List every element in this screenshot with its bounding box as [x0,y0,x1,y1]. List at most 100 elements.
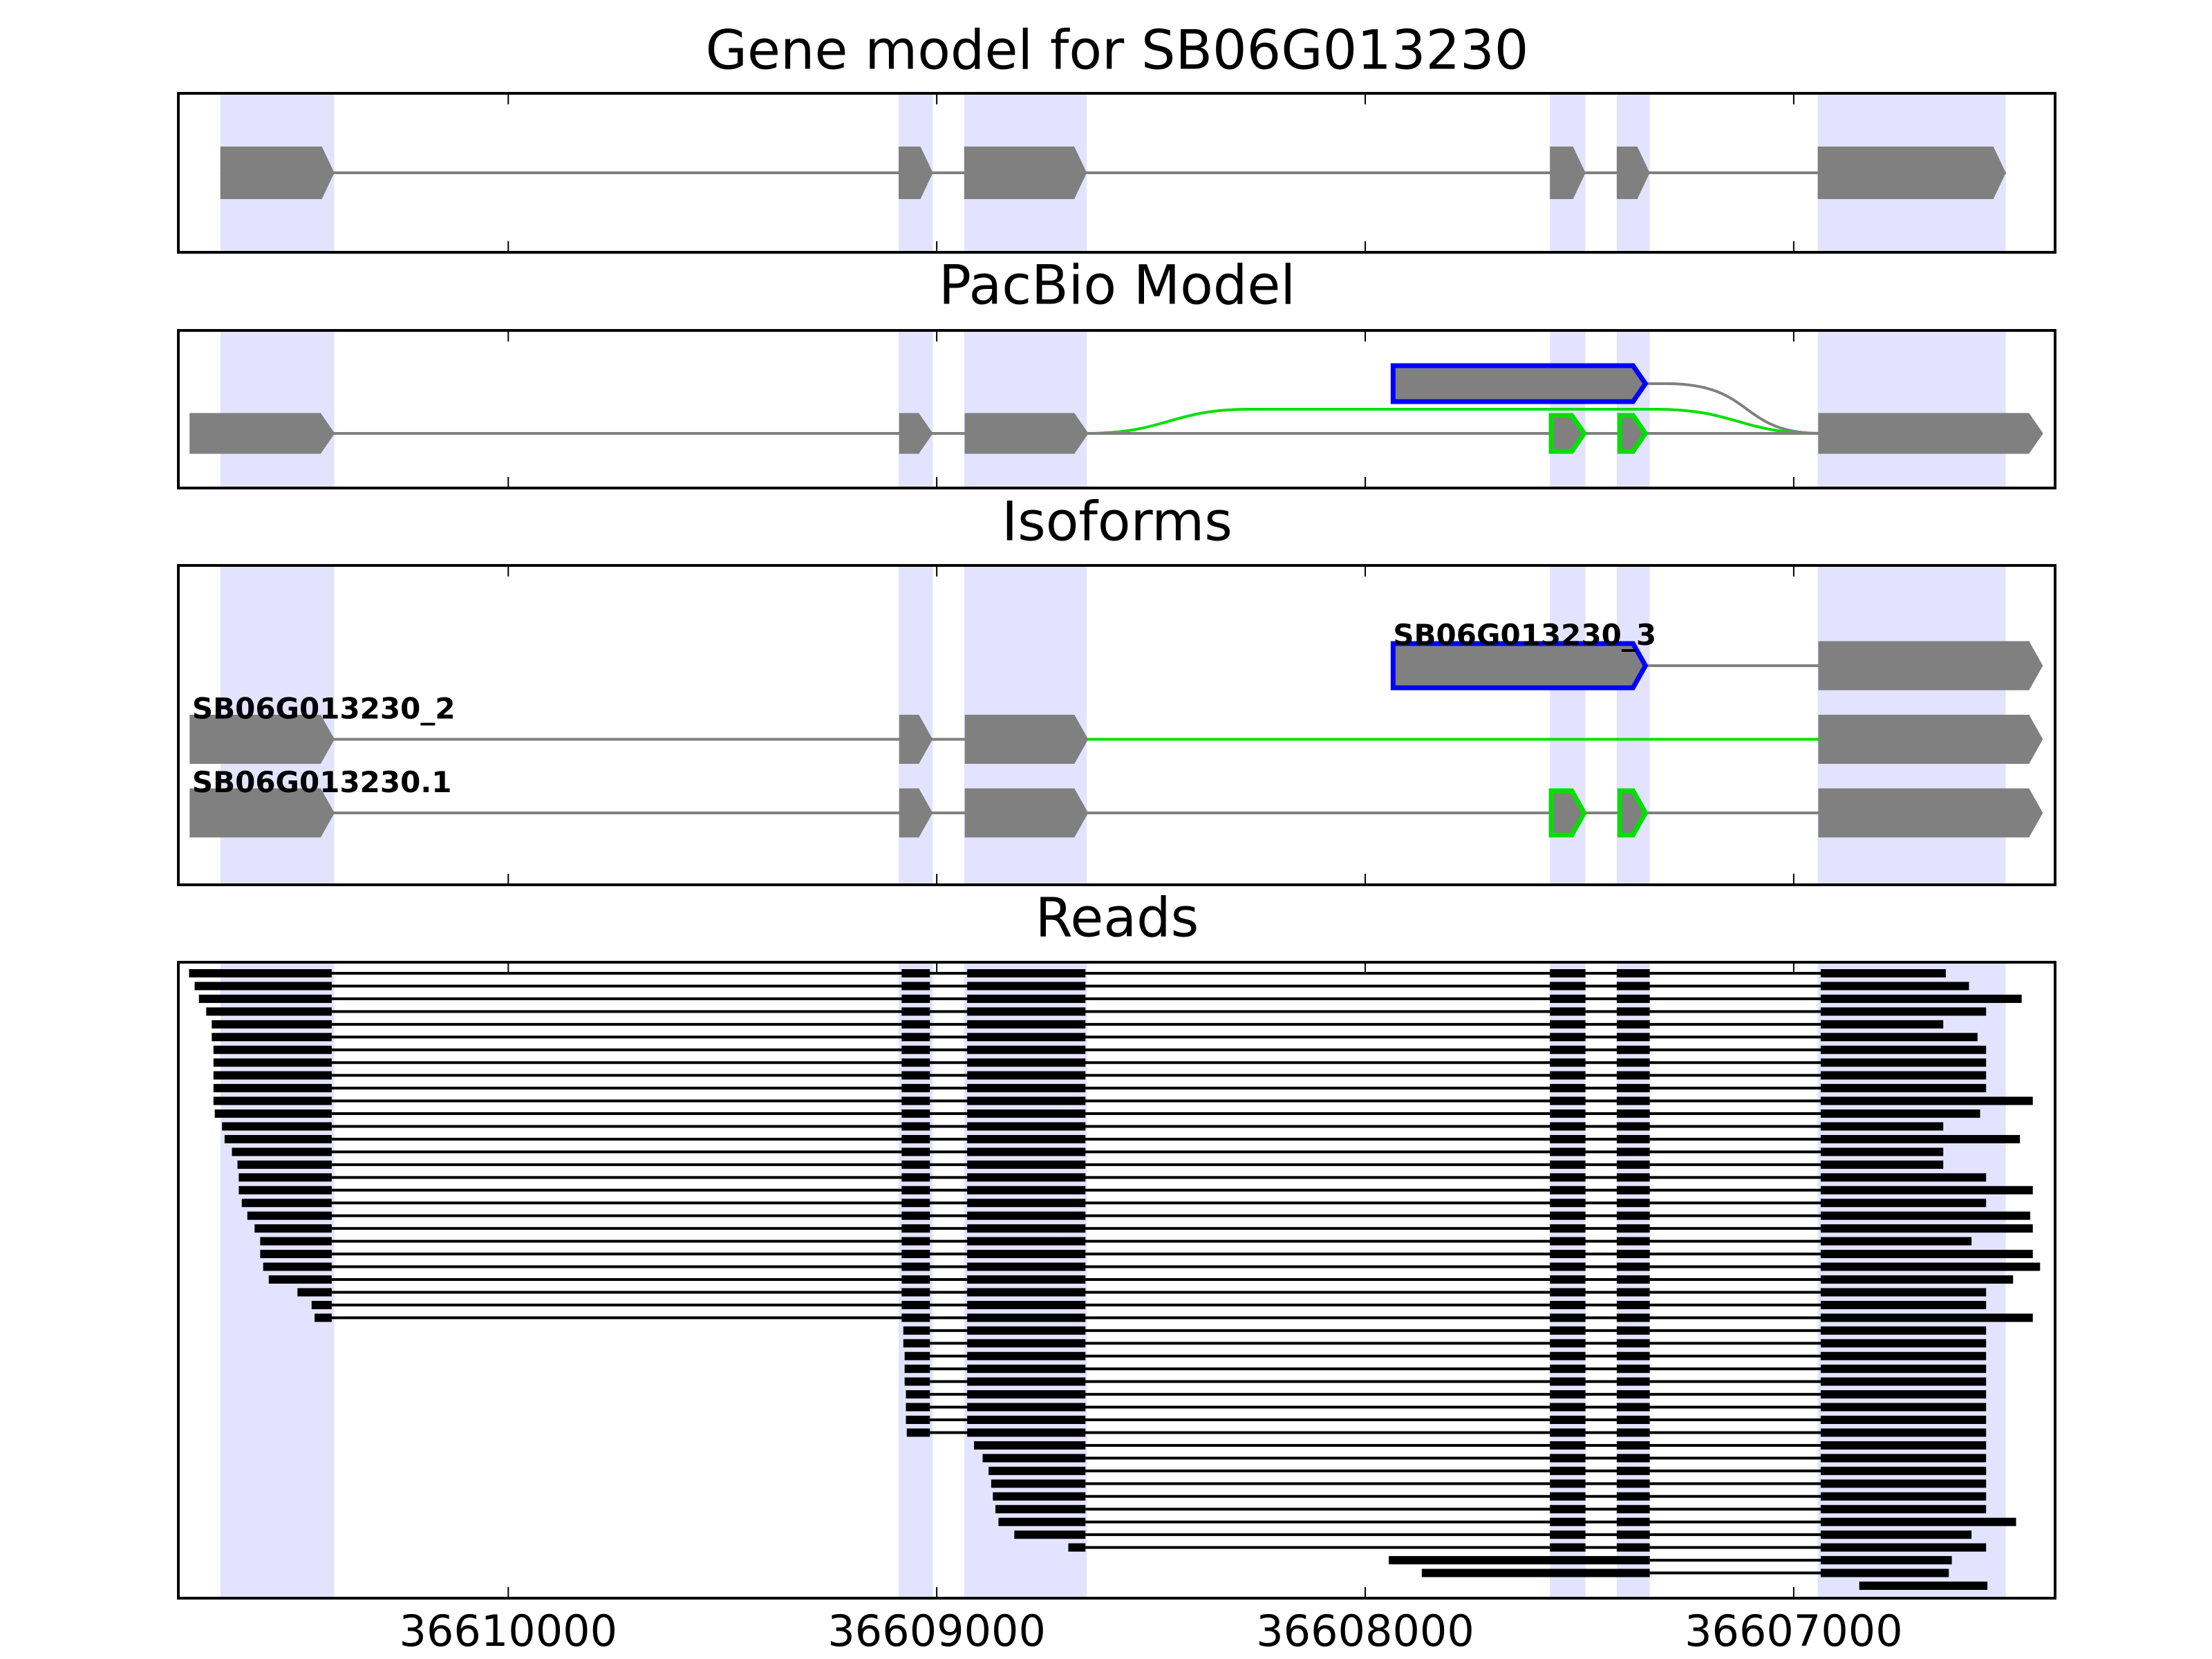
read-block [906,1416,930,1425]
read-block [268,1275,332,1284]
read-block [1616,1441,1650,1450]
read-block [967,1365,1086,1374]
read-block [974,1441,1086,1450]
read-block [1820,969,1946,977]
exon [1548,788,1587,838]
read-block [189,969,332,977]
read-block [1550,1134,1586,1143]
read-block [247,1211,332,1220]
read-block [1550,1122,1586,1131]
read-block [1550,1313,1586,1322]
read-block [1550,1147,1586,1156]
read-block [1616,1199,1650,1208]
read-block [988,1466,1086,1475]
read-block [1820,1390,1987,1399]
read-block [1550,969,1586,977]
read-block [982,1454,1086,1463]
read-block [1550,1479,1586,1488]
read-block [1820,1351,1987,1360]
read-block [901,994,930,1003]
read-block [967,1428,1086,1437]
read-block [1820,1568,1949,1577]
read-block [967,1185,1086,1194]
read-block [1616,1313,1650,1322]
isoform-label: SB06G013230_3 [1393,618,1656,652]
read-block [1859,1582,1988,1590]
read-block [901,1173,930,1182]
read-block [901,1237,930,1246]
read-block [1820,1033,1978,1042]
read-block [901,1109,930,1118]
read-block [967,1211,1086,1220]
read-block [198,994,332,1003]
read-block [1550,1045,1586,1054]
exon [1817,147,2006,199]
read-block [1550,1441,1586,1450]
read-block [1550,1071,1586,1080]
read-block [1550,1033,1586,1042]
exon [220,147,335,199]
read-block [901,1288,930,1297]
read-block [1616,1262,1650,1271]
read-block [1550,1326,1586,1335]
read-block [1820,1134,2021,1143]
read-block [1550,1211,1586,1220]
read-block [1550,1275,1586,1284]
read-block [1616,1045,1650,1054]
read-block [1820,1403,1987,1412]
read-block [1550,1365,1586,1374]
panel-frame [177,564,2056,886]
read-block [967,1160,1086,1169]
read-block [1550,994,1586,1003]
read-block [967,1084,1086,1093]
read-block [206,1007,332,1016]
read-block [1389,1556,1650,1565]
read-block [260,1237,332,1246]
read-block [901,1262,930,1271]
exon [1617,788,1649,838]
read-block [1820,1492,1987,1501]
read-block [1550,1517,1586,1526]
read-block [1820,1250,2033,1259]
read-block [1616,1096,1650,1105]
read-block [903,1339,930,1348]
read-block [1550,1505,1586,1514]
read-block [1550,1351,1586,1360]
isoform-label: SB06G013230.1 [192,765,452,799]
read-block [1820,1262,2041,1271]
read-block [1616,1416,1650,1425]
read-block [901,1007,930,1016]
read-block [901,1160,930,1169]
x-tick-label: 36607000 [1685,1606,1903,1656]
read-block [1616,1147,1650,1156]
read-block [1550,1237,1586,1246]
read-block [1820,1556,1952,1565]
read-block [901,1275,930,1284]
read-block [1550,1199,1586,1208]
exon-shade [964,330,1087,488]
exon [964,147,1087,199]
read-block [1616,1300,1650,1309]
read-block [1820,1275,2014,1284]
read-block [967,1058,1086,1067]
read-block [1820,1084,1987,1093]
read-block [1616,1275,1650,1284]
read-block [967,1033,1086,1042]
read-block [1068,1543,1086,1552]
read-block [1820,1160,1944,1169]
read-block [238,1173,332,1182]
read-block [967,1147,1086,1156]
read-block [1550,1403,1586,1412]
read-block [1616,1134,1650,1143]
exon-shade [898,330,933,488]
junction [1085,408,1821,435]
read-block [901,1096,930,1105]
read-block [967,1377,1086,1386]
read-block [1820,1543,1987,1552]
read-block [967,1351,1086,1360]
read-block [1014,1530,1086,1539]
read-block [1820,1505,1987,1514]
read-block [222,1122,332,1131]
read-block [901,1134,930,1143]
read-block [901,1313,930,1322]
